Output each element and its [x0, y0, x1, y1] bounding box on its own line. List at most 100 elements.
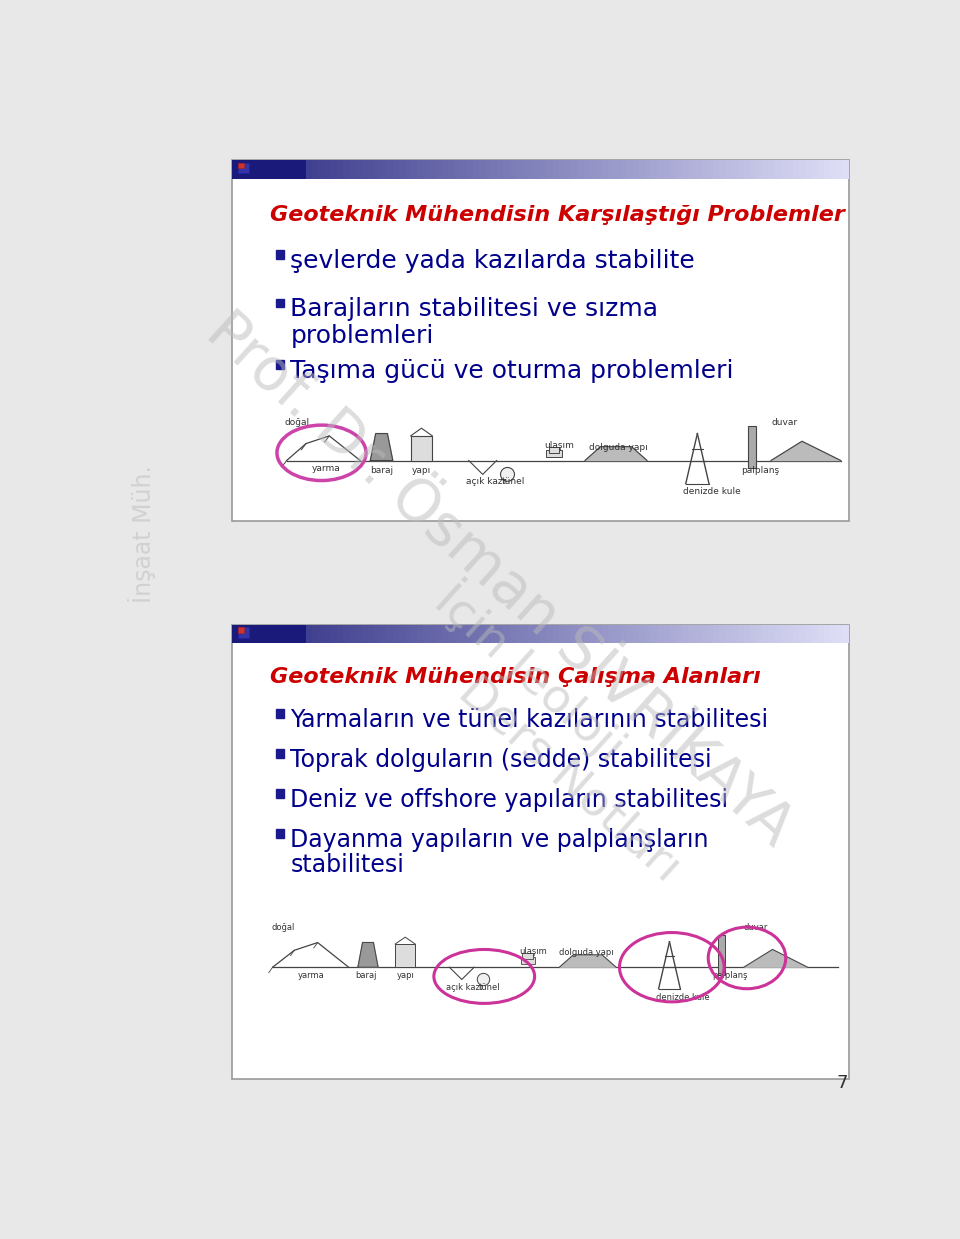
Bar — [688, 160, 695, 178]
Bar — [337, 624, 344, 643]
Text: açık kazı: açık kazı — [445, 983, 482, 991]
Bar — [676, 160, 683, 178]
Bar — [732, 624, 738, 643]
Bar — [670, 160, 677, 178]
Bar — [238, 627, 249, 638]
Bar — [238, 162, 244, 169]
Bar — [658, 624, 664, 643]
Bar — [448, 160, 455, 178]
Bar — [830, 160, 836, 178]
Bar — [780, 160, 787, 178]
Bar — [263, 160, 270, 178]
Bar — [737, 624, 744, 643]
Bar — [436, 160, 443, 178]
Bar — [324, 160, 331, 178]
Bar — [396, 944, 416, 968]
Bar — [620, 160, 627, 178]
Bar — [387, 624, 393, 643]
Bar — [405, 160, 412, 178]
Bar — [651, 160, 658, 178]
Bar — [748, 426, 756, 468]
Bar — [670, 624, 677, 643]
Bar — [276, 160, 282, 178]
Bar — [423, 160, 430, 178]
Text: yarma: yarma — [298, 971, 324, 980]
Bar — [368, 160, 374, 178]
Bar — [571, 160, 578, 178]
Bar — [683, 160, 688, 178]
Text: baraj: baraj — [371, 466, 394, 475]
Bar — [503, 160, 510, 178]
Bar — [398, 624, 405, 643]
Bar — [584, 160, 590, 178]
Bar — [497, 624, 504, 643]
Text: tünel: tünel — [479, 983, 500, 991]
Bar — [744, 624, 751, 643]
Bar — [429, 160, 436, 178]
Bar — [387, 160, 393, 178]
Bar — [411, 624, 418, 643]
Bar — [238, 627, 244, 633]
Bar — [546, 450, 562, 457]
Text: Prof. Dr. Ösman SİVRİKAYA: Prof. Dr. Ösman SİVRİKAYA — [196, 302, 804, 857]
Bar — [411, 436, 432, 461]
Bar — [467, 160, 473, 178]
Bar — [651, 624, 658, 643]
Bar — [270, 160, 276, 178]
Bar — [232, 160, 849, 520]
Bar — [744, 160, 751, 178]
Bar — [818, 624, 825, 643]
Bar — [645, 160, 652, 178]
Bar — [461, 160, 467, 178]
Polygon shape — [744, 949, 807, 968]
Bar — [737, 160, 744, 178]
Bar — [374, 160, 380, 178]
Bar — [842, 624, 849, 643]
Bar — [701, 624, 708, 643]
Bar — [461, 624, 467, 643]
Bar — [589, 624, 596, 643]
Bar — [811, 624, 818, 643]
Bar — [355, 624, 362, 643]
Bar — [762, 624, 769, 643]
Bar — [577, 624, 584, 643]
Bar — [824, 160, 830, 178]
Bar — [596, 160, 603, 178]
Bar — [257, 624, 264, 643]
Bar — [405, 624, 412, 643]
Bar — [793, 160, 800, 178]
Bar — [510, 160, 516, 178]
Bar — [485, 624, 492, 643]
Bar — [485, 160, 492, 178]
Bar — [639, 624, 645, 643]
Bar — [701, 160, 708, 178]
Bar — [516, 160, 522, 178]
Bar — [602, 624, 609, 643]
Bar — [836, 160, 843, 178]
Text: Dayanma yapıların ve palplanşların: Dayanma yapıların ve palplanşların — [291, 828, 709, 852]
Text: ulaşım: ulaşım — [519, 947, 547, 957]
Bar — [602, 160, 609, 178]
Bar — [380, 624, 387, 643]
Text: dolguda yapı: dolguda yapı — [560, 948, 614, 957]
Bar — [800, 624, 805, 643]
Bar — [331, 624, 338, 643]
Bar — [540, 624, 547, 643]
Bar — [300, 160, 306, 178]
Bar — [472, 624, 479, 643]
Text: tünel: tünel — [502, 477, 525, 487]
Bar — [331, 160, 338, 178]
Bar — [836, 624, 843, 643]
Text: Ders Notları: Ders Notları — [449, 669, 689, 891]
Bar — [713, 160, 719, 178]
Bar — [398, 160, 405, 178]
Polygon shape — [771, 441, 841, 461]
Bar — [688, 624, 695, 643]
Bar — [559, 160, 565, 178]
Bar — [238, 160, 245, 178]
Bar — [719, 160, 726, 178]
Bar — [294, 160, 300, 178]
Bar — [362, 624, 369, 643]
Bar — [805, 624, 812, 643]
Bar — [238, 162, 249, 173]
